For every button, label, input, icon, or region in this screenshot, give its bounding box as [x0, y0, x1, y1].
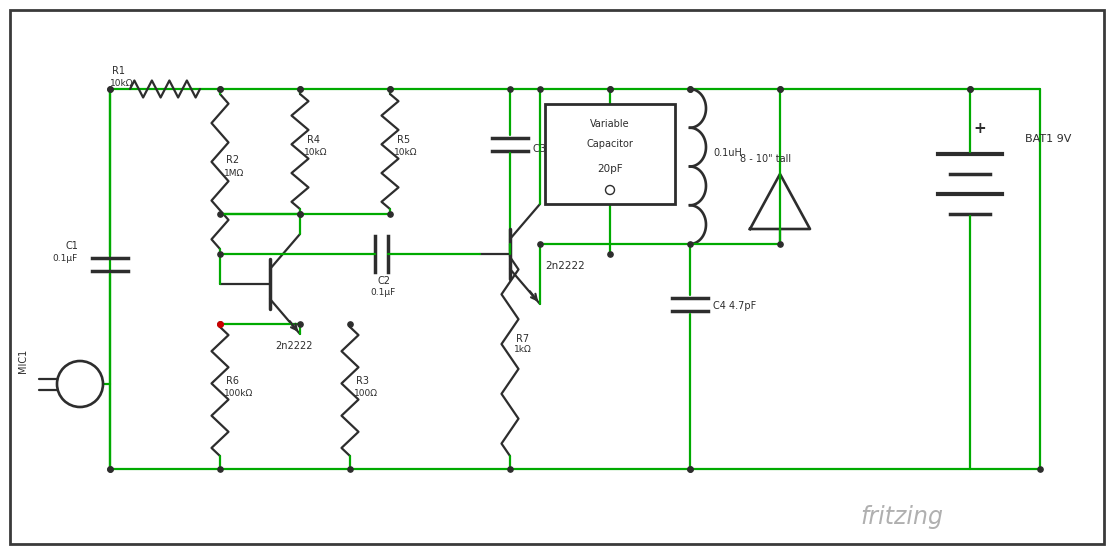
Text: R3: R3: [356, 376, 369, 386]
Text: C3 0.01uf: C3 0.01uf: [532, 144, 580, 154]
Text: 0.1μF: 0.1μF: [52, 254, 77, 263]
Text: 100Ω: 100Ω: [354, 388, 378, 398]
Text: 2n2222: 2n2222: [275, 341, 313, 351]
Text: 10kΩ: 10kΩ: [110, 79, 134, 88]
Text: R7: R7: [516, 334, 529, 343]
Text: R1: R1: [113, 66, 125, 76]
Text: C1: C1: [65, 241, 78, 251]
Text: 1MΩ: 1MΩ: [224, 170, 244, 178]
Text: 100kΩ: 100kΩ: [224, 388, 253, 398]
Text: BAT1 9V: BAT1 9V: [1025, 134, 1072, 144]
Text: 0.1μF: 0.1μF: [370, 288, 395, 297]
Text: 2n2222: 2n2222: [545, 261, 585, 271]
Text: 20pF: 20pF: [597, 164, 623, 174]
Text: MIC1: MIC1: [18, 349, 28, 373]
Text: R5: R5: [397, 136, 410, 146]
Text: R2: R2: [226, 156, 240, 166]
Text: +: +: [974, 121, 986, 136]
Text: 10kΩ: 10kΩ: [394, 148, 418, 157]
Text: Capacitor: Capacitor: [587, 139, 634, 149]
Text: 1kΩ: 1kΩ: [514, 346, 531, 355]
Text: C4 4.7pF: C4 4.7pF: [713, 301, 756, 311]
Text: fritzing: fritzing: [860, 505, 942, 529]
Text: 8 - 10" tall: 8 - 10" tall: [740, 154, 791, 164]
Text: 10kΩ: 10kΩ: [304, 148, 328, 157]
Text: R6: R6: [226, 376, 240, 386]
Text: C2: C2: [377, 276, 390, 286]
Text: Variable: Variable: [590, 119, 629, 129]
Text: 0.1uH: 0.1uH: [713, 148, 742, 158]
Text: R4: R4: [307, 136, 320, 146]
Bar: [545, 104, 675, 204]
